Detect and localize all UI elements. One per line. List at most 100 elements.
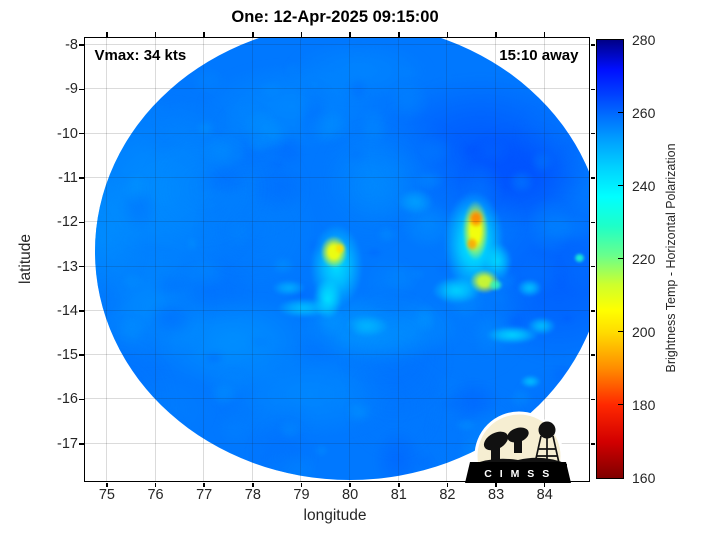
temp-patch: [146, 429, 161, 446]
temp-patch: [102, 370, 216, 451]
temp-patch: [106, 381, 125, 394]
colorbar-tick-label: 200: [632, 324, 656, 340]
colorbar-tick-label: 220: [632, 251, 656, 267]
x-tick-mark: [495, 482, 497, 487]
temp-patch: [238, 407, 282, 443]
gridline-horizontal: [84, 354, 589, 356]
x-tick-label: 84: [536, 487, 553, 503]
temp-patch: [559, 395, 573, 405]
temp-patch: [94, 97, 267, 284]
temp-patch: [413, 169, 446, 192]
temp-patch: [130, 88, 168, 126]
temp-patch: [446, 380, 500, 424]
colorbar-tick-label: 260: [632, 105, 656, 121]
temp-patch: [227, 266, 276, 311]
temp-patch: [344, 355, 442, 460]
y-tick-mark: [590, 44, 595, 46]
temp-patch: [241, 108, 284, 152]
temp-patch: [202, 161, 321, 293]
y-tick-mark: [79, 310, 84, 312]
x-tick-label: 78: [244, 487, 261, 503]
x-tick-mark: [543, 482, 546, 487]
swath-inner: [94, 37, 589, 480]
gridline-vertical: [397, 37, 399, 481]
temp-patch: [435, 262, 450, 276]
temp-patch: [394, 63, 422, 83]
temp-patch: [218, 350, 404, 439]
temp-patch: [260, 445, 305, 480]
colorbar-tick-label: 180: [632, 397, 656, 413]
x-tick-mark: [300, 32, 303, 37]
x-tick-mark: [106, 32, 108, 37]
y-tick-mark: [590, 221, 595, 224]
temp-patch: [346, 147, 368, 164]
temp-patch: [271, 134, 304, 168]
temp-patch: [541, 213, 589, 244]
x-tick-label: 77: [196, 487, 213, 503]
temp-patch: [320, 371, 371, 413]
temp-patch: [122, 172, 151, 206]
gridline-vertical: [446, 37, 448, 481]
colorbar-tick-mark: [617, 111, 623, 114]
y-tick-mark: [590, 354, 595, 356]
y-tick-label: -12: [57, 214, 78, 231]
x-tick-label: 80: [342, 487, 359, 503]
gridline-horizontal: [84, 132, 589, 134]
temp-patch: [284, 62, 299, 75]
y-tick-label: -16: [57, 391, 78, 408]
x-tick-mark: [398, 482, 400, 487]
temp-patch: [344, 314, 389, 337]
temp-patch: [198, 62, 384, 151]
temp-patch: [121, 272, 145, 290]
temp-patch: [363, 253, 416, 312]
temp-patch: [116, 315, 146, 346]
colorbar-tick-mark: [617, 330, 623, 333]
temp-patch: [286, 40, 433, 103]
y-tick-mark: [79, 354, 84, 356]
water-tower-legs: [534, 435, 560, 464]
temp-patch: [408, 268, 429, 281]
plot-title: One: 12-Apr-2025 09:15:00: [231, 8, 439, 26]
temp-patch: [296, 81, 333, 115]
temp-patch: [526, 196, 574, 257]
vmax-annotation: Vmax: 34 kts: [94, 46, 187, 64]
temp-patch: [196, 119, 215, 139]
temp-patch: [558, 139, 589, 184]
temp-patch: [437, 396, 462, 412]
y-tick-mark: [79, 265, 84, 268]
temp-patch: [266, 157, 287, 173]
convective-core: [333, 242, 347, 255]
x-tick-mark: [106, 482, 108, 487]
temp-patch: [200, 133, 249, 169]
gridline-vertical: [495, 37, 497, 481]
temp-patch: [198, 162, 250, 197]
colorbar-tick-mark: [617, 403, 623, 406]
y-tick-mark: [79, 88, 84, 91]
temp-patch: [206, 366, 253, 402]
colorbar-tick-label: 280: [632, 32, 656, 48]
temp-patch: [270, 403, 314, 434]
temp-patch: [188, 66, 228, 96]
gridline-horizontal: [84, 221, 589, 223]
y-tick-mark: [590, 398, 595, 401]
temp-patch: [413, 452, 440, 472]
temp-patch: [519, 374, 542, 388]
temp-patch: [430, 369, 471, 415]
y-tick-label: -8: [65, 37, 78, 54]
temp-patch: [153, 91, 225, 148]
temp-patch: [118, 375, 143, 400]
x-tick-label: 79: [293, 487, 310, 503]
y-tick-mark: [79, 44, 84, 46]
gridline-horizontal: [84, 265, 589, 267]
logo-text: C I M S S: [484, 468, 551, 480]
y-tick-label: -17: [57, 435, 78, 452]
x-tick-mark: [300, 482, 303, 487]
temp-patch: [308, 79, 321, 90]
temp-patch: [106, 316, 158, 357]
gridline-vertical: [154, 37, 156, 481]
temp-patch: [418, 442, 463, 473]
gridline-vertical: [300, 37, 302, 481]
y-tick-label: -10: [57, 125, 78, 142]
temp-patch: [94, 272, 129, 322]
temp-patch: [269, 361, 287, 372]
